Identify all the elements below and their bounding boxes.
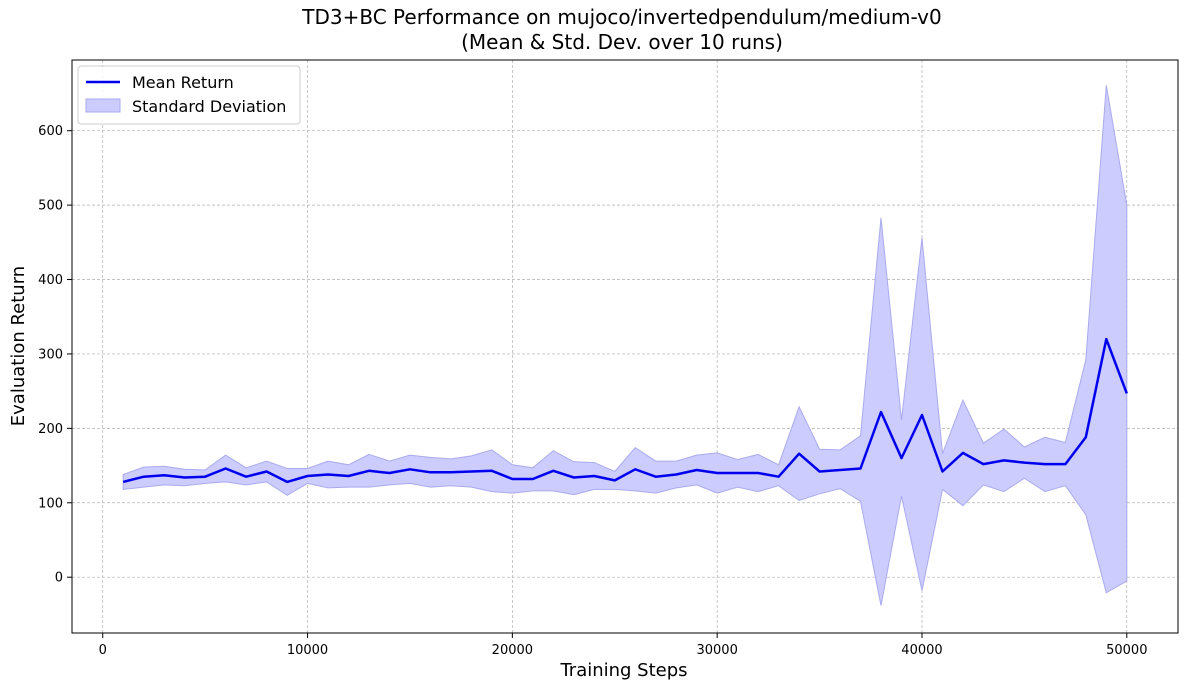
x-tick-label: 50000	[1106, 643, 1147, 658]
chart-subtitle: (Mean & Std. Dev. over 10 runs)	[461, 30, 783, 54]
x-axis: 0 10000 20000 30000 40000 50000	[99, 633, 1147, 658]
grid	[72, 60, 1178, 633]
y-axis: 0 100 200 300 400 500 600	[38, 124, 72, 586]
x-tick-label: 20000	[492, 643, 533, 658]
mean-return-line	[122, 337, 1128, 484]
y-tick-label: 500	[38, 199, 63, 214]
x-tick-label: 30000	[696, 643, 737, 658]
std-deviation-band	[122, 85, 1128, 606]
y-axis-label: Evaluation Return	[8, 266, 29, 426]
plot-frame	[71, 59, 1179, 634]
x-tick-label: 40000	[901, 643, 942, 658]
chart-title: TD3+BC Performance on mujoco/invertedpen…	[301, 5, 941, 29]
y-tick-label: 300	[38, 347, 63, 362]
mean-line-layer	[122, 337, 1128, 484]
legend: Mean Return Standard Deviation	[77, 65, 301, 125]
y-tick-label: 100	[38, 496, 63, 511]
y-tick-label: 400	[38, 273, 63, 288]
legend-std-swatch	[85, 98, 121, 113]
y-tick-label: 200	[38, 422, 63, 437]
legend-box	[77, 65, 301, 125]
y-tick-label: 600	[38, 124, 63, 139]
x-axis-label: Training Steps	[559, 660, 687, 681]
y-tick-label: 0	[55, 571, 63, 586]
x-tick-label: 10000	[287, 643, 328, 658]
legend-std-label: Standard Deviation	[132, 97, 286, 116]
x-tick-label: 0	[99, 643, 107, 658]
legend-mean-label: Mean Return	[132, 73, 234, 92]
std-band-layer	[122, 85, 1128, 606]
